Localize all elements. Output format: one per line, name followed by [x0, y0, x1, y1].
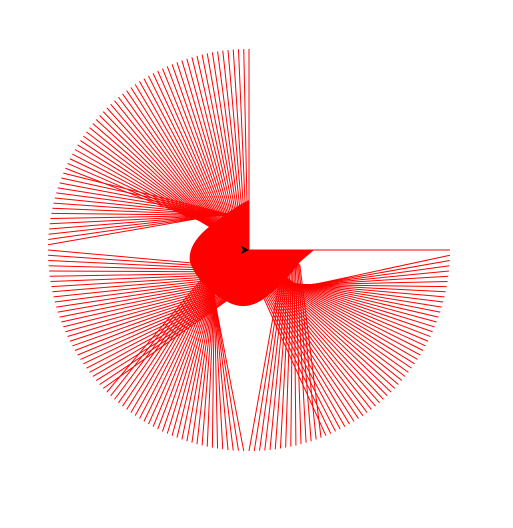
- fan-lines: [47, 49, 451, 452]
- fan-core: [189, 200, 314, 307]
- turtle-arrow-icon: [241, 246, 249, 254]
